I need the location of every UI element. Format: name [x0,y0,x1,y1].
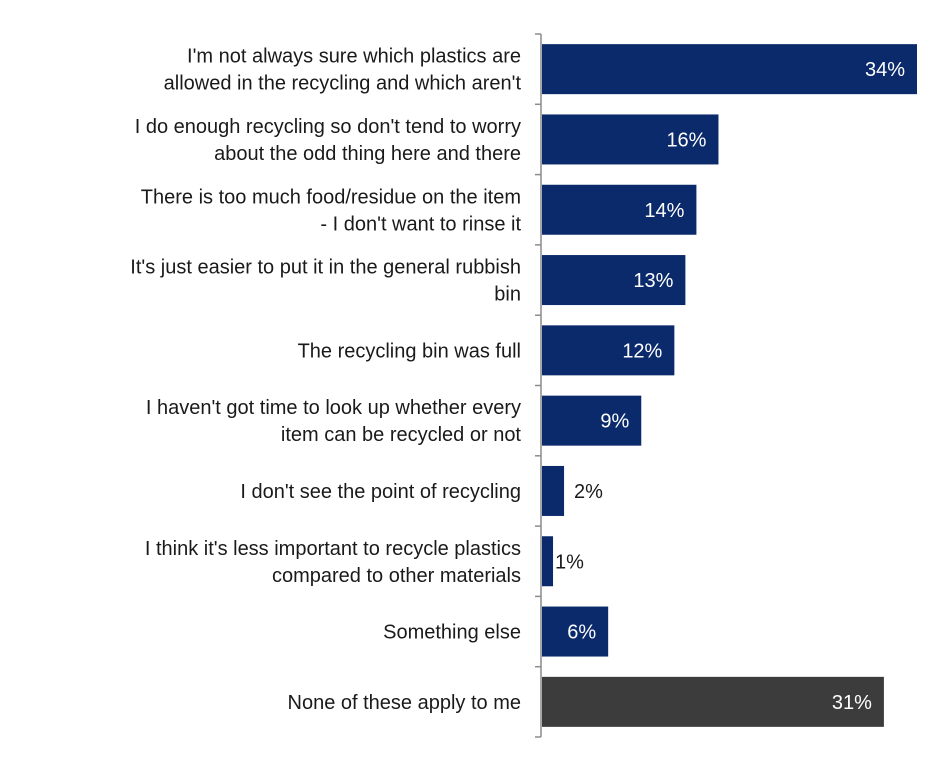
value-label: 34% [865,59,905,81]
category-label: I haven't got time to look up whether ev… [146,397,522,446]
bar [542,395,642,446]
category-label: I think it's less important to recycle p… [145,538,521,587]
bar [542,536,554,587]
category-label: Something else [383,622,521,644]
value-label: 2% [574,481,603,503]
category-label: I don't see the point of recycling [240,481,521,503]
value-label: 14% [644,200,684,222]
bar [542,44,917,95]
value-label: 12% [622,340,662,362]
value-label: 1% [555,551,584,573]
value-label: 6% [567,622,596,644]
bar [542,255,686,306]
category-label: The recycling bin was full [298,340,521,362]
category-label: I'm not always sure which plastics are al… [164,46,522,95]
category-label: It's just easier to put it in the genera… [130,257,521,306]
bar [542,465,565,516]
value-label: 9% [600,411,629,433]
value-label: 31% [832,692,872,714]
bar [542,325,675,376]
bar [542,114,719,165]
value-label: 16% [666,129,706,151]
value-label: 13% [633,270,673,292]
category-label: I do enough recycling so don't tend to w… [135,116,521,165]
bar [542,606,609,657]
bar [542,184,697,235]
category-label: None of these apply to me [288,692,521,714]
bar [542,676,884,727]
category-label: There is too much food/residue on the it… [141,186,522,235]
